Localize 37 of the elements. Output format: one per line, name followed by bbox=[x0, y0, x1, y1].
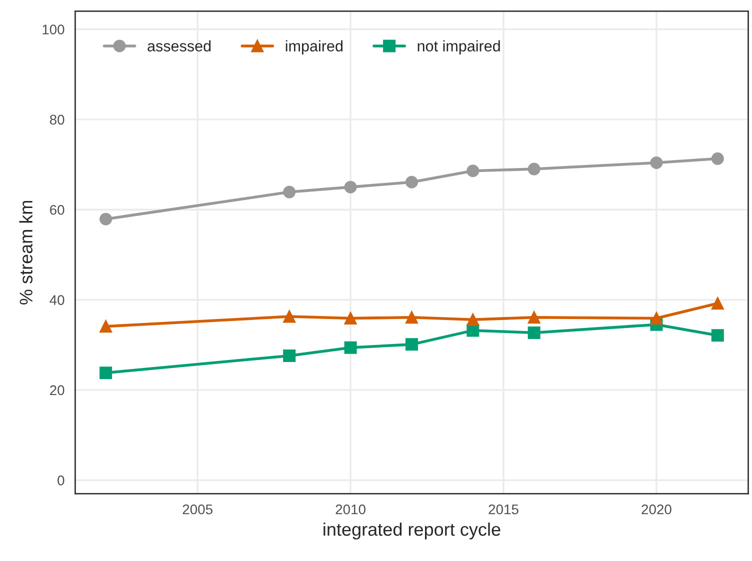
legend-label: not impaired bbox=[418, 40, 500, 54]
point bbox=[100, 320, 112, 333]
y-tick-label: 60 bbox=[50, 204, 64, 215]
point bbox=[405, 338, 418, 351]
y-tick-label: 40 bbox=[50, 295, 64, 305]
point bbox=[466, 164, 480, 178]
point bbox=[283, 349, 296, 362]
point bbox=[405, 311, 418, 324]
point bbox=[528, 311, 540, 324]
point bbox=[650, 312, 663, 325]
legend-label: impaired bbox=[286, 40, 342, 54]
y-axis-title: % stream km bbox=[19, 200, 32, 304]
point bbox=[344, 180, 357, 194]
legend-label: assessed bbox=[148, 40, 211, 52]
point bbox=[528, 162, 540, 176]
point bbox=[344, 341, 357, 354]
point bbox=[528, 326, 540, 339]
point bbox=[100, 212, 112, 226]
point bbox=[711, 297, 724, 310]
x-tick-label: 2020 bbox=[642, 504, 672, 514]
y-tick-label: 80 bbox=[50, 114, 64, 125]
y-tick-label: 20 bbox=[50, 385, 64, 396]
x-tick-label: 2005 bbox=[182, 504, 212, 514]
point bbox=[283, 310, 296, 323]
point bbox=[711, 329, 724, 342]
y-tick-label: 100 bbox=[42, 24, 64, 34]
point bbox=[344, 312, 357, 325]
point bbox=[100, 366, 112, 380]
point bbox=[711, 152, 724, 165]
x-tick-label: 2010 bbox=[336, 504, 366, 514]
point bbox=[283, 186, 296, 198]
x-tick-label: 2015 bbox=[488, 504, 518, 514]
point bbox=[405, 176, 418, 188]
y-tick-label: 0 bbox=[58, 475, 64, 486]
point bbox=[466, 313, 480, 326]
point bbox=[650, 156, 663, 169]
x-axis-title: integrated report cycle bbox=[324, 522, 500, 540]
